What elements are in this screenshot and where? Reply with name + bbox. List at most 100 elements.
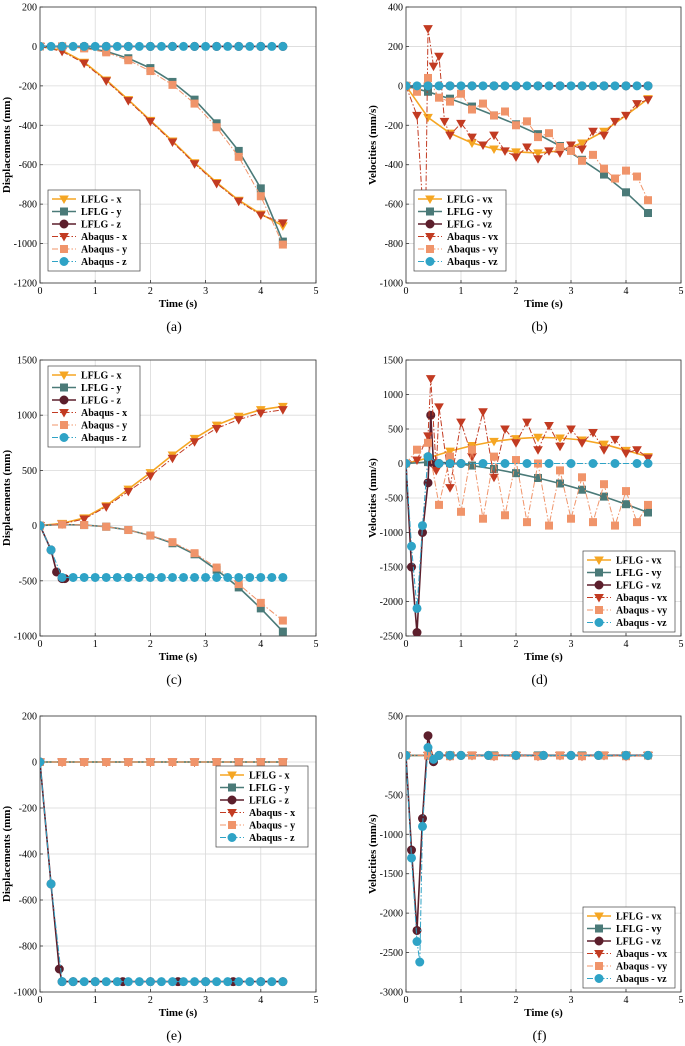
data-point	[190, 572, 200, 582]
data-point	[468, 461, 476, 470]
data-point	[589, 150, 597, 159]
series-group	[40, 41, 288, 249]
data-point	[511, 439, 521, 448]
data-point	[533, 155, 543, 164]
data-point	[68, 977, 78, 987]
data-point	[234, 572, 244, 582]
data-point	[146, 67, 155, 76]
y-tick-label: -800	[19, 942, 37, 953]
data-point	[611, 521, 619, 530]
data-point	[80, 521, 89, 530]
data-point	[167, 977, 177, 987]
data-point	[190, 549, 199, 558]
data-point	[255, 409, 266, 418]
x-tick-label: 4	[624, 286, 629, 297]
legend-entry: Abaqus - vy	[447, 245, 498, 256]
data-point	[412, 111, 422, 121]
data-point	[79, 41, 89, 51]
y-tick-label: 1000	[383, 390, 403, 401]
data-point	[278, 616, 287, 625]
y-tick-label: 200	[22, 712, 37, 723]
data-point	[256, 598, 265, 607]
legend-marker	[594, 936, 604, 946]
data-point	[489, 437, 499, 447]
data-point	[468, 445, 476, 454]
data-point	[490, 452, 498, 461]
legend-marker	[59, 395, 69, 405]
data-point	[622, 166, 630, 175]
x-axis-label: Time (s)	[524, 651, 563, 663]
data-point	[445, 459, 455, 468]
chart-panel-c: 0 1 2 3 4 5 -1000 -500 0 500 1000 1500 Time (s) Displ…	[1, 356, 319, 689]
data-point	[478, 141, 488, 151]
legend-entry: Abaqus - z	[249, 833, 295, 844]
data-point	[412, 937, 422, 947]
x-tick-label: 3	[569, 639, 574, 650]
y-tick-label: -1200	[14, 279, 37, 290]
legend-entry: Abaqus - x	[81, 408, 127, 419]
legend-entry: LFLG - vx	[447, 195, 493, 206]
data-point	[610, 435, 620, 445]
x-axis-label: Time (s)	[159, 651, 198, 663]
x-tick-label: 2	[514, 639, 519, 650]
data-point	[456, 81, 466, 91]
data-point	[101, 41, 111, 51]
y-tick-label: 0	[398, 459, 403, 470]
data-point	[435, 500, 443, 509]
legend-entry: LFLG - vy	[616, 924, 662, 935]
data-point	[644, 196, 652, 205]
data-point	[423, 743, 433, 753]
data-point	[54, 964, 64, 974]
data-point	[90, 977, 100, 987]
data-point	[632, 100, 642, 109]
data-point	[621, 750, 631, 760]
data-point	[406, 459, 411, 468]
data-point	[57, 572, 67, 582]
series-line-0	[40, 405, 284, 527]
data-point	[533, 149, 543, 158]
data-point	[167, 41, 177, 51]
data-point	[467, 81, 477, 91]
data-point	[79, 515, 90, 524]
data-point	[40, 757, 45, 767]
data-point	[179, 977, 189, 987]
x-tick-label: 5	[314, 995, 319, 1006]
data-point	[256, 572, 266, 582]
legend-marker	[425, 195, 435, 205]
data-point	[156, 572, 166, 582]
legend-marker	[60, 383, 68, 392]
y-tick-label: -1000	[380, 830, 403, 841]
y-tick-label: -400	[19, 850, 37, 861]
x-tick-label: 1	[93, 286, 98, 297]
data-point	[489, 131, 499, 141]
legend-marker	[59, 233, 69, 242]
data-point	[146, 758, 155, 766]
y-axis-label: Displacements (mm)	[1, 806, 13, 903]
data-point	[256, 192, 265, 201]
legend-entry: LFLG - x	[81, 195, 122, 206]
data-point	[644, 508, 652, 517]
series-group	[406, 25, 653, 253]
data-point	[523, 518, 531, 527]
data-point	[167, 138, 178, 148]
data-point	[545, 129, 553, 138]
data-point	[101, 977, 111, 987]
data-point	[413, 445, 421, 454]
data-point	[435, 93, 443, 102]
data-point	[566, 750, 576, 760]
data-point	[245, 977, 255, 987]
panel-caption: (c)	[166, 673, 182, 688]
x-axis-label: Time (s)	[159, 1007, 198, 1019]
data-point	[600, 480, 608, 489]
data-point	[478, 459, 488, 468]
legend-entry: LFLG - z	[81, 220, 122, 231]
data-point	[278, 572, 288, 582]
x-tick-label: 5	[679, 995, 684, 1006]
data-point	[124, 758, 133, 766]
data-point	[57, 977, 67, 987]
data-point	[539, 750, 548, 760]
data-point	[544, 81, 554, 91]
data-point	[267, 977, 277, 987]
